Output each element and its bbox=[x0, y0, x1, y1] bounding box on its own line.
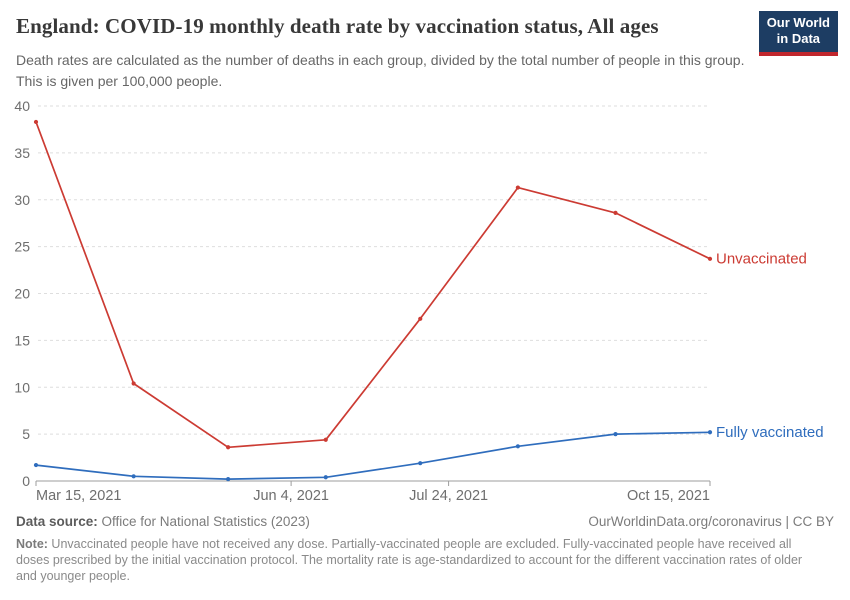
series-point-fully-vaccinated-0[interactable] bbox=[33, 462, 39, 468]
series-point-fully-vaccinated-2[interactable] bbox=[226, 477, 231, 482]
series-point-fully-vaccinated-6[interactable] bbox=[613, 432, 618, 437]
y-tick-label-10: 10 bbox=[14, 379, 30, 395]
y-tick-label-40: 40 bbox=[14, 98, 30, 114]
series-point-fully-vaccinated-4[interactable] bbox=[418, 461, 423, 466]
series-point-unvaccinated-7[interactable] bbox=[707, 256, 713, 261]
series-point-unvaccinated-5[interactable] bbox=[515, 185, 520, 190]
page-title: England: COVID-19 monthly death rate by … bbox=[16, 14, 659, 38]
chart-canvas[interactable]: 0 5 10 15 20 25 30 35 40 Mar 15, 2021 Jun 4, 2021 J… bbox=[0, 0, 850, 510]
y-tick-label-0: 0 bbox=[22, 473, 30, 489]
y-tick-label-15: 15 bbox=[14, 332, 30, 348]
data-source: Data source: Office for National Statist… bbox=[16, 514, 310, 529]
series-point-fully-vaccinated-1[interactable] bbox=[131, 474, 136, 479]
y-tick-label-35: 35 bbox=[14, 145, 30, 161]
attribution-link[interactable]: OurWorldinData.org/coronavirus | CC BY bbox=[588, 514, 834, 529]
series-point-unvaccinated-4[interactable] bbox=[418, 316, 423, 321]
series-point-unvaccinated-3[interactable] bbox=[323, 437, 328, 442]
series-line-unvaccinated[interactable] bbox=[35, 121, 711, 449]
series-label-fully-vaccinated[interactable]: Fully vaccinated bbox=[716, 424, 824, 441]
owid-logo-line2: in Data bbox=[776, 31, 821, 47]
data-source-text: Office for National Statistics (2023) bbox=[97, 514, 310, 529]
chart-subtitle: Death rates are calculated as the number… bbox=[16, 52, 745, 89]
x-tick-label-oct-15-2021: Oct 15, 2021 bbox=[627, 488, 710, 504]
series-point-fully-vaccinated-7[interactable] bbox=[707, 430, 713, 435]
series-point-unvaccinated-0[interactable] bbox=[33, 119, 39, 125]
series-point-unvaccinated-1[interactable] bbox=[131, 381, 136, 386]
chart-footer: Data source: Office for National Statist… bbox=[16, 514, 834, 584]
owid-logo[interactable]: Our World in Data bbox=[758, 11, 838, 56]
x-tick-label-jun-4-2021: Jun 4, 2021 bbox=[253, 488, 329, 504]
series-point-unvaccinated-2[interactable] bbox=[226, 445, 231, 450]
series-point-unvaccinated-6[interactable] bbox=[613, 210, 618, 215]
owid-logo-line1: Our World bbox=[766, 15, 830, 30]
y-tick-label-5: 5 bbox=[22, 426, 30, 442]
series-label-unvaccinated[interactable]: Unvaccinated bbox=[716, 250, 807, 267]
note-label: Note: bbox=[16, 537, 48, 551]
x-tick-label-mar-15-2021: Mar 15, 2021 bbox=[36, 488, 121, 504]
chart-note: Note: Unvaccinated people have not recei… bbox=[16, 536, 822, 584]
y-tick-label-20: 20 bbox=[14, 286, 30, 302]
x-tick-label-jul-24-2021: Jul 24, 2021 bbox=[409, 488, 488, 504]
y-tick-label-30: 30 bbox=[14, 192, 30, 208]
note-text: Unvaccinated people have not received an… bbox=[16, 537, 803, 583]
series-line-fully-vaccinated[interactable] bbox=[35, 431, 711, 480]
series-point-fully-vaccinated-5[interactable] bbox=[515, 444, 520, 449]
y-tick-label-25: 25 bbox=[14, 239, 30, 255]
data-source-label: Data source: bbox=[16, 514, 98, 529]
series-point-fully-vaccinated-3[interactable] bbox=[323, 475, 328, 480]
